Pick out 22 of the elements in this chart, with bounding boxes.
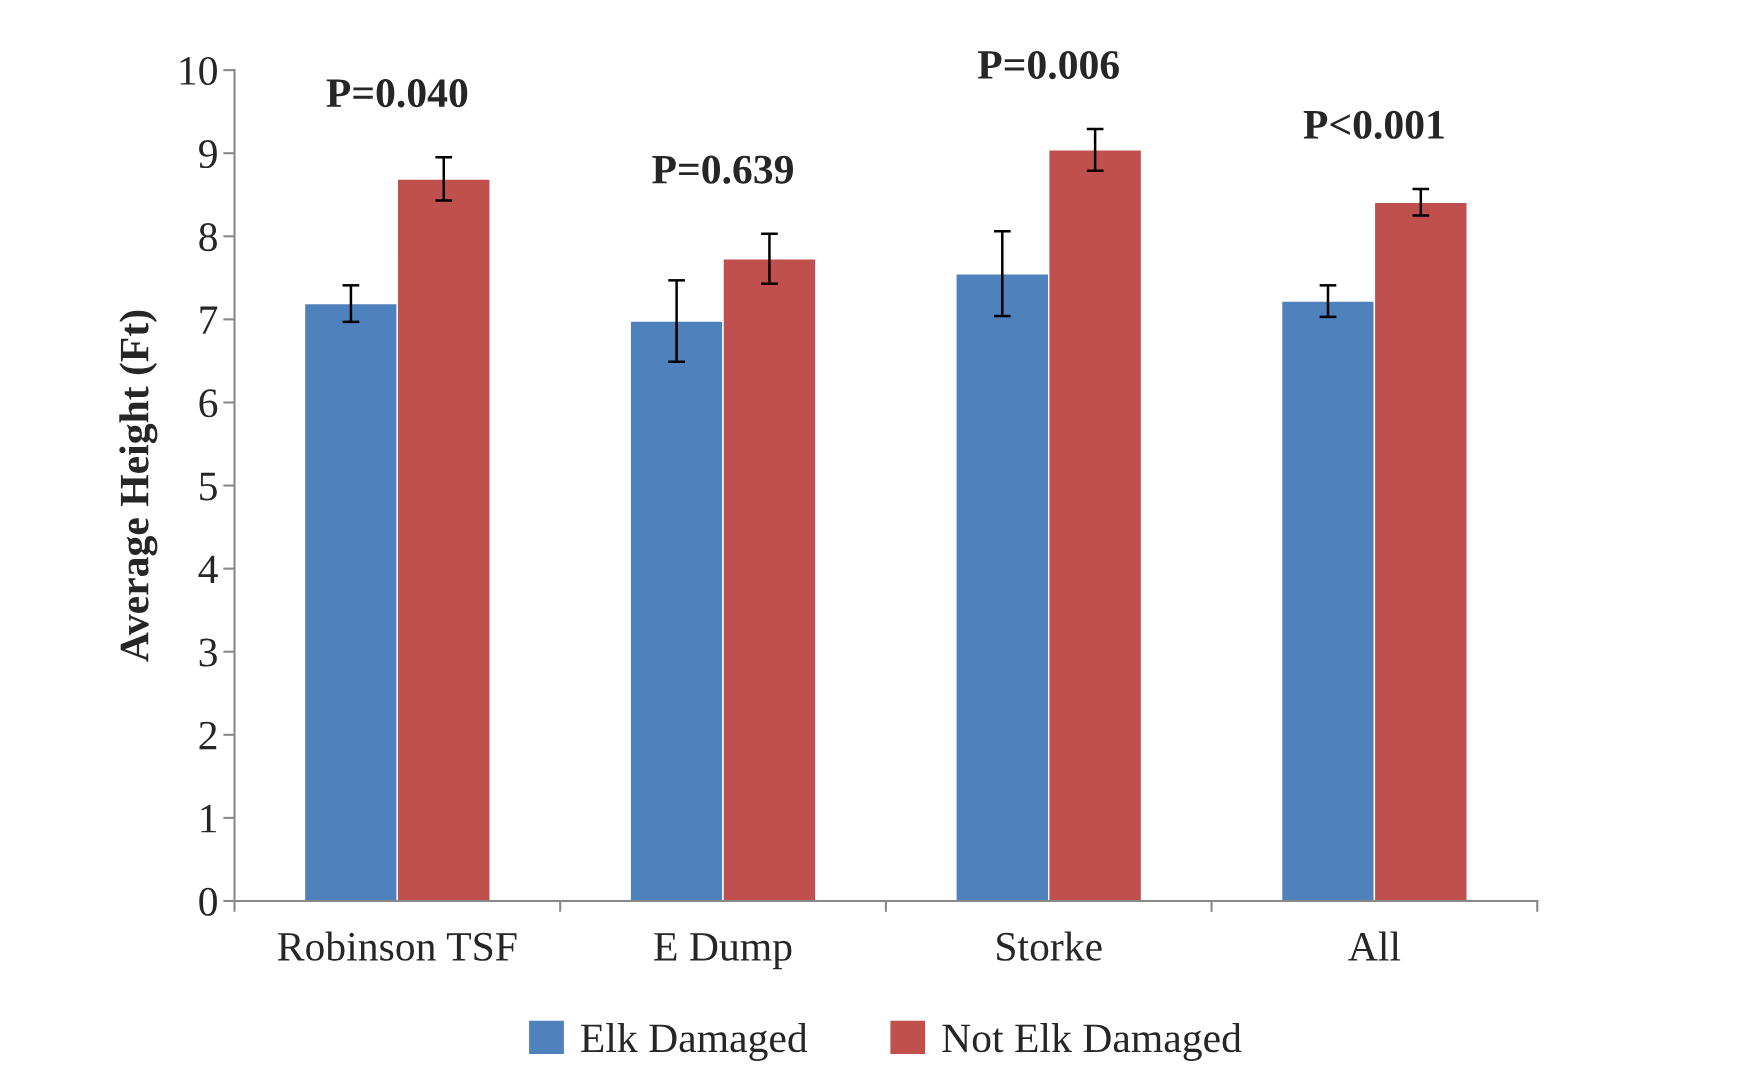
y-tick-label: 8 [199,223,217,252]
annotation: P=0.006 [977,50,1119,80]
y-tick-label: 7 [200,306,218,334]
x-tick-label: Robinson TSF [277,931,517,961]
y-tick-label: 2 [199,721,217,750]
x-tick-label: All [1348,931,1401,961]
y-tick-label: 10 [180,56,217,85]
y-axis-title: Average Height (Ft) [119,310,158,662]
x-tick-label: E Dump [654,933,792,970]
y-tick-label: 5 [200,472,217,501]
y-tick-label: 1 [201,804,217,833]
annotation: P=0.639 [652,155,793,184]
y-tick-label: 3 [199,638,217,667]
x-tick-label: Storke [997,931,1102,961]
annotation: P=0.040 [326,79,468,108]
y-tick-label: 9 [199,140,217,169]
annotation: P<0.001 [1303,110,1444,139]
legend-label: Elk Damaged [581,1023,808,1061]
y-tick-label: 6 [199,389,218,418]
y-tick-label: 4 [198,555,218,584]
legend-label: Not Elk Damaged [942,1023,1242,1061]
y-tick-label: 0 [199,887,217,916]
